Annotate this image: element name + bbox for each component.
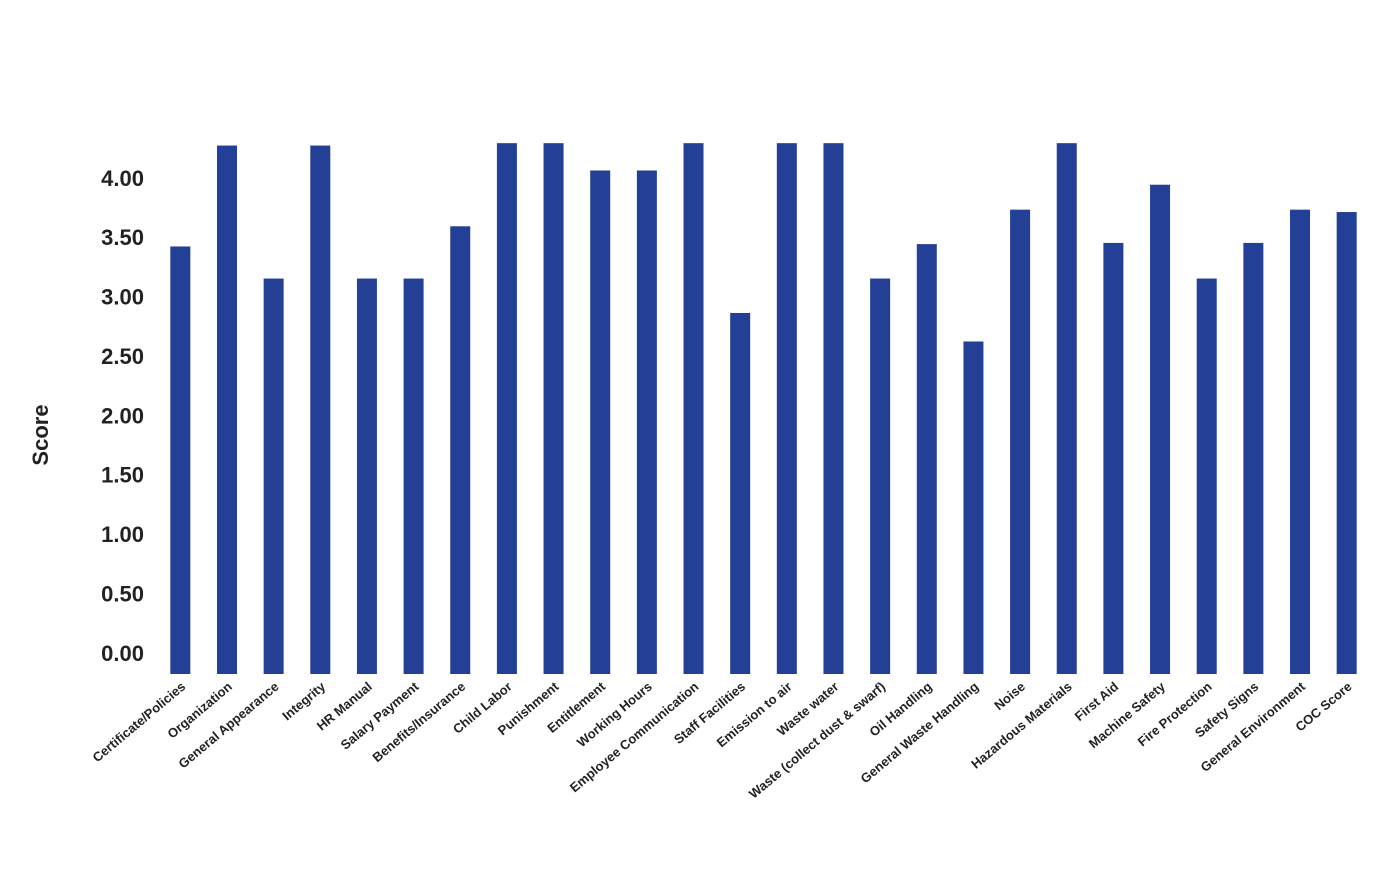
bar [170, 246, 191, 674]
bar [403, 278, 424, 674]
bar [1243, 242, 1264, 674]
y-tick-label: 0.50 [101, 581, 144, 606]
bar [310, 145, 331, 674]
y-tick-label: 4.00 [101, 166, 144, 191]
bar [963, 341, 984, 674]
bar [1336, 212, 1357, 674]
bar [1150, 184, 1171, 674]
bar [776, 143, 797, 674]
bar [1290, 209, 1311, 675]
y-tick-label: 3.00 [101, 285, 144, 310]
y-tick-label: 0.00 [101, 641, 144, 666]
bar [496, 143, 517, 674]
y-axis-label: Score [28, 404, 53, 465]
y-tick-label: 1.50 [101, 463, 144, 488]
bar [590, 170, 611, 675]
bar [683, 143, 704, 674]
bar [543, 143, 564, 674]
bar [730, 312, 751, 674]
bar [1010, 209, 1031, 675]
bar [636, 170, 657, 675]
bar [356, 278, 377, 674]
bar [263, 278, 284, 674]
bar [1196, 278, 1217, 674]
bar [823, 143, 844, 674]
y-tick-label: 2.50 [101, 344, 144, 369]
y-tick-label: 1.00 [101, 522, 144, 547]
bar [1103, 242, 1124, 674]
y-tick-label: 3.50 [101, 225, 144, 250]
bar [916, 244, 937, 674]
x-tick-label: Noise [991, 679, 1028, 713]
bar [216, 145, 237, 674]
bar [870, 278, 891, 674]
y-tick-label: 2.00 [101, 403, 144, 428]
bar [450, 226, 471, 674]
x-tick-label: Salary Payment [338, 678, 422, 752]
bar [1056, 143, 1077, 674]
